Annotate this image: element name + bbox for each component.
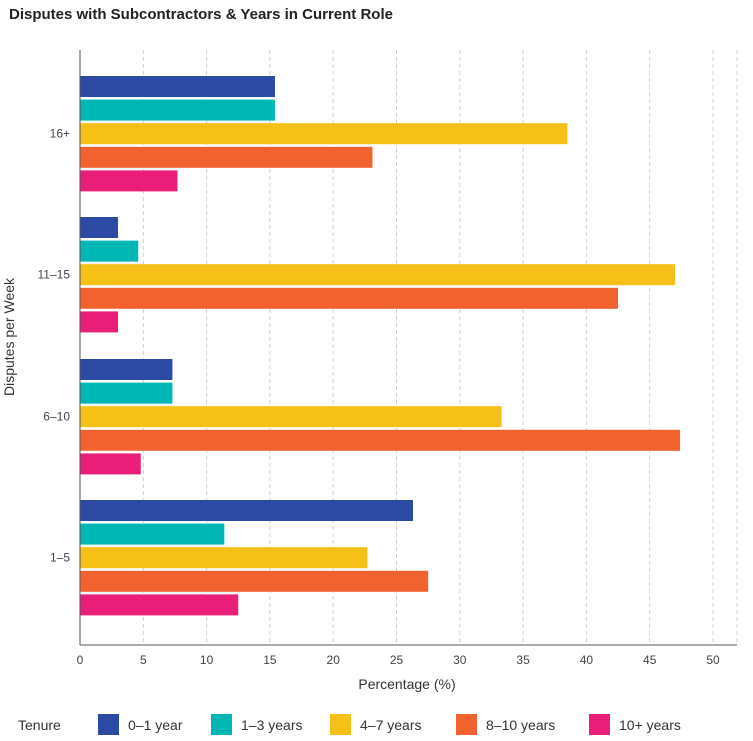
bar	[80, 359, 173, 380]
legend-title: Tenure	[18, 717, 61, 733]
y-tick-label: 11–15	[38, 268, 71, 282]
bar	[80, 217, 118, 238]
x-tick-label: 5	[140, 653, 147, 667]
x-tick-label: 0	[77, 653, 84, 667]
bar	[80, 123, 568, 145]
legend-entry: 0–1 year	[128, 717, 183, 733]
bar	[80, 146, 373, 168]
legend-swatch	[330, 714, 351, 735]
legend-swatch	[589, 714, 610, 735]
bar	[80, 429, 681, 451]
x-tick-label: 30	[453, 653, 467, 667]
bar	[80, 382, 173, 404]
legend-swatch	[211, 714, 232, 735]
bar	[80, 547, 368, 569]
bar	[80, 594, 239, 616]
x-tick-label: 35	[516, 653, 530, 667]
y-tick-label: 6–10	[43, 410, 70, 424]
y-tick-label: 16+	[50, 127, 70, 141]
legend-entry: 8–10 years	[486, 717, 555, 733]
bar	[80, 76, 275, 97]
chart-title: Disputes with Subcontractors & Years in …	[9, 6, 393, 23]
legend-swatch	[98, 714, 119, 735]
bar	[80, 170, 178, 192]
x-tick-label: 10	[200, 653, 214, 667]
legend-entry: 1–3 years	[241, 717, 302, 733]
legend-entry: 10+ years	[619, 717, 681, 733]
axes: 0 5 10 15 20 25 30 35 40 45 50 16+ 11–15 6–10 1–5	[38, 50, 737, 667]
bar	[80, 311, 118, 333]
bars	[80, 76, 681, 616]
bar	[80, 99, 275, 121]
x-tick-label: 40	[580, 653, 594, 667]
bar	[80, 406, 502, 428]
bar	[80, 287, 619, 309]
bar	[80, 570, 429, 592]
bar	[80, 453, 141, 475]
legend: Tenure 0–1 year 1–3 years 4–7 years 8–10 yea…	[18, 714, 681, 735]
bar	[80, 264, 676, 286]
x-tick-label: 25	[390, 653, 404, 667]
legend-entry: 4–7 years	[360, 717, 421, 733]
y-axis-label: Disputes per Week	[1, 277, 17, 396]
bar	[80, 240, 139, 262]
x-tick-label: 20	[327, 653, 341, 667]
bar	[80, 523, 225, 545]
y-tick-label: 1–5	[50, 551, 70, 565]
bar	[80, 500, 413, 521]
x-axis-label: Percentage (%)	[358, 676, 455, 692]
legend-swatch	[456, 714, 477, 735]
x-tick-label: 15	[263, 653, 277, 667]
x-tick-label: 50	[706, 653, 720, 667]
x-tick-label: 45	[643, 653, 657, 667]
